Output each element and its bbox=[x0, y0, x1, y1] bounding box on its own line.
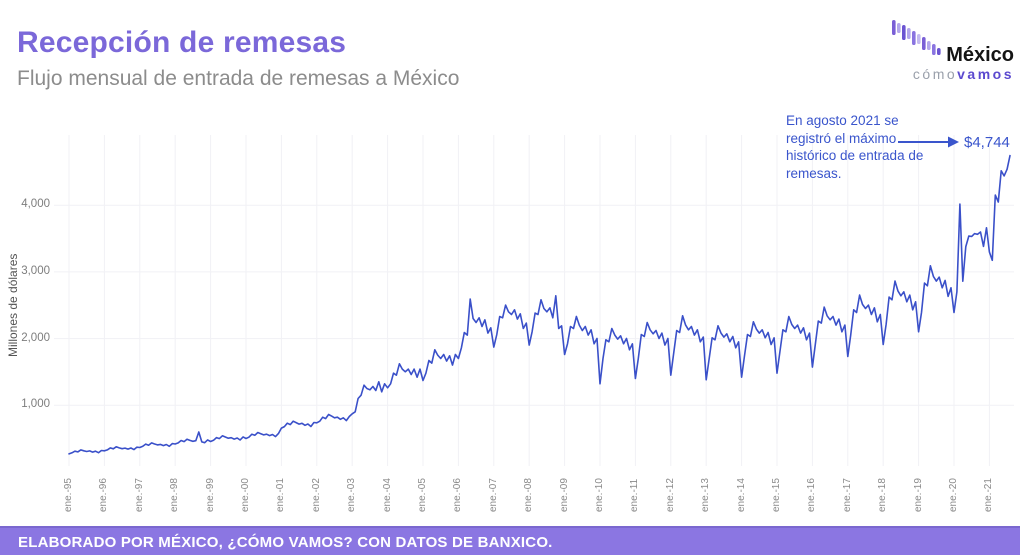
y-tick-label: 1,000 bbox=[21, 398, 50, 411]
peak-value-label: $4,744 bbox=[964, 134, 1010, 151]
x-tick-label: ene.-01 bbox=[275, 478, 287, 512]
x-tick-label: ene.-95 bbox=[63, 478, 74, 512]
x-tick-label: ene.-00 bbox=[240, 478, 251, 512]
x-tick-label: ene.-21 bbox=[983, 478, 995, 512]
mcv-logo: México cómovamos bbox=[892, 20, 1014, 81]
logo-brand-name: México bbox=[946, 44, 1014, 66]
x-tick-label: ene.-09 bbox=[558, 478, 570, 512]
x-tick-label: ene.-07 bbox=[487, 478, 499, 512]
x-tick-label: ene.-13 bbox=[700, 478, 712, 512]
arrow-right-icon bbox=[898, 136, 959, 148]
bar-chart-icon bbox=[892, 20, 944, 65]
x-tick-label: ene.-02 bbox=[310, 478, 322, 512]
x-tick-label: ene.-19 bbox=[912, 478, 924, 512]
x-tick-label: ene.-11 bbox=[629, 478, 641, 512]
x-tick-label: ene.-10 bbox=[594, 478, 605, 512]
x-tick-label: ene.-14 bbox=[735, 478, 747, 512]
y-tick-label: 3,000 bbox=[21, 264, 50, 277]
y-tick-label: 2,000 bbox=[21, 331, 50, 344]
x-tick-label: ene.-15 bbox=[771, 478, 782, 512]
x-tick-label: ene.-03 bbox=[346, 478, 358, 512]
x-tick-label: ene.-16 bbox=[806, 478, 818, 512]
logo-top-row: México bbox=[892, 20, 1014, 65]
x-tick-label: ene.-98 bbox=[169, 478, 181, 512]
x-tick-label: ene.-20 bbox=[948, 478, 959, 512]
x-tick-label: ene.-08 bbox=[523, 478, 535, 512]
footer-bar: ELABORADO POR MÉXICO, ¿CÓMO VAMOS? CON D… bbox=[0, 526, 1020, 555]
x-tick-label: ene.-04 bbox=[381, 478, 393, 512]
y-tick-label: 4,000 bbox=[21, 198, 50, 211]
logo-tagline-vamos: vamos bbox=[957, 66, 1014, 82]
logo-tagline: cómovamos bbox=[892, 67, 1014, 81]
page-title: Recepción de remesas bbox=[17, 26, 347, 59]
logo-tagline-como: cómo bbox=[912, 66, 958, 82]
x-tick-label: ene.-97 bbox=[133, 478, 145, 512]
x-tick-label: ene.-18 bbox=[877, 478, 889, 512]
x-tick-label: ene.-99 bbox=[204, 478, 216, 512]
x-tick-label: ene.-17 bbox=[841, 478, 853, 512]
x-tick-label: ene.-12 bbox=[664, 478, 676, 512]
peak-annotation-text: En agosto 2021 se registró el máximo his… bbox=[786, 113, 924, 181]
x-tick-label: ene.-06 bbox=[452, 478, 464, 512]
footer-text: ELABORADO POR MÉXICO, ¿CÓMO VAMOS? CON D… bbox=[18, 534, 553, 551]
x-tick-label: ene.-96 bbox=[98, 478, 110, 512]
page-subtitle: Flujo mensual de entrada de remesas a Mé… bbox=[17, 67, 460, 90]
x-tick-label: ene.-05 bbox=[417, 478, 428, 512]
